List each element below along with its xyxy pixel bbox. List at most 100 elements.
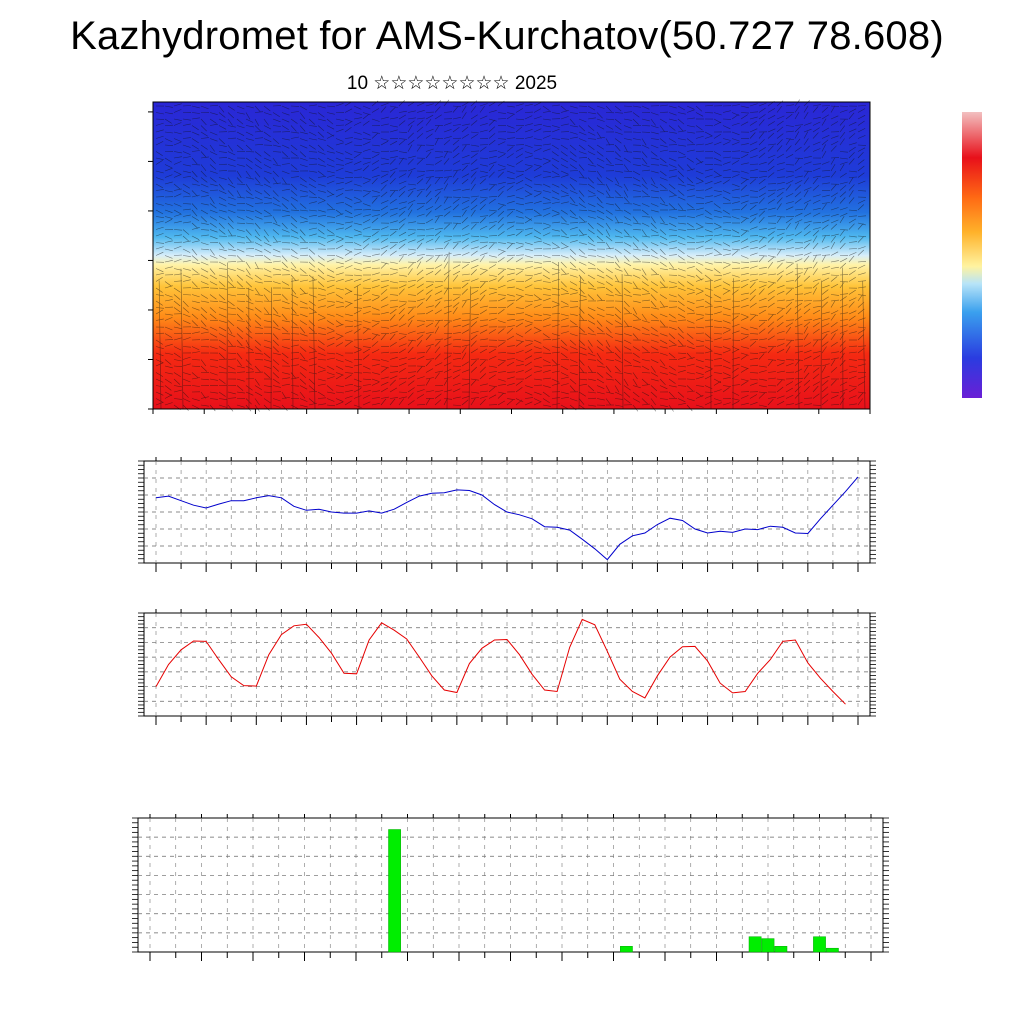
wind-barb (299, 144, 308, 149)
wind-barb (704, 326, 714, 328)
wind-barb (848, 270, 856, 276)
wind-barb (245, 196, 254, 199)
wind-barb (452, 382, 461, 386)
wind-barb (614, 274, 620, 283)
wind-barb (695, 170, 704, 175)
wind-barb (344, 258, 353, 263)
wind-barb (452, 169, 461, 172)
wind-barb (335, 398, 344, 402)
wind-barb (425, 398, 431, 406)
wind-barb (731, 138, 740, 142)
chart-subtitle: 10 ☆☆☆☆☆☆☆☆ 2025 (346, 73, 558, 94)
wind-barb (470, 397, 479, 399)
wind-barb (497, 341, 505, 347)
wind-barb (236, 118, 244, 125)
wind-barb (686, 372, 695, 375)
wind-barb (632, 157, 641, 160)
wind-barb (272, 125, 281, 127)
wind-barb (200, 177, 208, 183)
wind-barb (263, 215, 273, 217)
wind-barb (686, 195, 695, 198)
wind-barb (812, 106, 819, 113)
wind-barb (380, 387, 389, 393)
wind-barb (407, 284, 416, 289)
wind-barb (848, 142, 857, 146)
wind-barb (245, 203, 254, 208)
wind-barb (578, 274, 585, 282)
wind-barb (605, 359, 614, 361)
wind-barb (407, 392, 414, 399)
wind-barb (587, 229, 595, 235)
wind-barb (587, 105, 596, 111)
wind-barb (182, 170, 191, 174)
wind-barb (308, 144, 316, 150)
wind-barb (254, 177, 261, 184)
wind-barb (335, 352, 344, 357)
wind-barb (317, 255, 325, 261)
wind-barb (722, 229, 731, 231)
wind-barb (830, 404, 840, 406)
wind-barb (452, 352, 462, 355)
wind-barb (515, 254, 525, 256)
wind-barb (461, 344, 470, 347)
wind-barb (605, 346, 612, 353)
wind-barb (677, 130, 686, 133)
wind-barb (254, 235, 262, 242)
wind-barb (398, 314, 405, 321)
wind-barb (164, 317, 173, 321)
wind-barb (776, 308, 784, 315)
wind-barb (263, 202, 273, 204)
wind-barb (299, 274, 309, 276)
wind-barb (695, 125, 703, 131)
wind-barb (650, 385, 658, 392)
wind-barb (398, 231, 407, 237)
wind-barb (686, 209, 696, 211)
wind-barb (326, 151, 335, 154)
wind-barb (344, 118, 353, 123)
wind-barb (659, 365, 668, 370)
wind-barb (227, 118, 233, 126)
wind-barb (218, 320, 227, 323)
wind-barb (236, 131, 245, 136)
wind-barb (326, 203, 334, 209)
wind-barb (299, 287, 306, 294)
wind-barb (468, 286, 471, 410)
wind-barb (227, 183, 236, 188)
wind-barb (290, 196, 298, 202)
wind-barb (452, 177, 459, 185)
wind-barb (353, 183, 362, 187)
wind-barb (173, 258, 182, 263)
wind-barb (785, 193, 794, 198)
wind-barb (272, 352, 281, 356)
wind-barb (614, 183, 623, 188)
wind-barb (749, 333, 759, 335)
wind-barb (785, 125, 794, 127)
wind-barb (848, 385, 857, 388)
wind-barb (326, 239, 335, 243)
wind-barb (245, 248, 255, 250)
wind-barb (173, 307, 181, 313)
wind-barb (794, 175, 803, 178)
wind-barb (659, 359, 666, 366)
wind-barb (668, 306, 678, 308)
wind-barb (461, 154, 470, 159)
wind-barb (416, 133, 424, 139)
wind-barb (713, 164, 723, 166)
wind-barb (209, 274, 218, 280)
wind-barb (686, 168, 695, 172)
wind-barb (668, 235, 678, 237)
wind-barb (560, 246, 569, 250)
wind-barb (371, 349, 380, 354)
wind-barb (740, 204, 748, 211)
wind-barb (533, 346, 542, 350)
wind-barb (164, 255, 173, 259)
wind-barb (749, 394, 758, 399)
wind-barb (218, 157, 228, 159)
wind-barb (497, 210, 505, 217)
wind-barb (857, 345, 867, 347)
wind-barb (245, 287, 254, 292)
wind-barb (731, 131, 740, 136)
wind-barb (479, 268, 488, 271)
wind-barb (758, 281, 767, 283)
wind-barb (506, 313, 516, 316)
